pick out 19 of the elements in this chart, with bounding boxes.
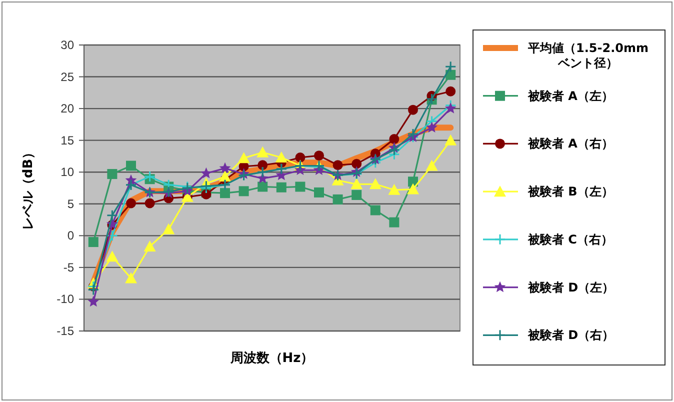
y-tick-label: 30 xyxy=(60,38,74,52)
y-tick-label: -5 xyxy=(63,260,74,274)
y-tick-label: 15 xyxy=(60,133,74,148)
legend-label: 被験者 B（左） xyxy=(527,184,614,199)
legend-label: 被験者 C（右） xyxy=(527,232,613,246)
legend-label: 被験者 D（右） xyxy=(527,328,614,342)
legend-label: 平均値（1.5-2.0mm ベント径） xyxy=(527,41,649,70)
legend-label: 被験者 D（左） xyxy=(527,280,614,294)
x-axis-title: 周波数（Hz） xyxy=(229,351,314,366)
y-tick-label: 20 xyxy=(60,102,74,116)
y-axis-title: レベル（dB） xyxy=(21,146,36,230)
y-tick-label: 0 xyxy=(67,228,74,243)
legend-label: 被験者 A（左） xyxy=(527,88,614,103)
y-tick-label: 5 xyxy=(67,196,74,211)
y-tick-label: -10 xyxy=(56,292,74,306)
y-tick-label: -15 xyxy=(56,324,74,338)
y-tick-label: 25 xyxy=(60,70,74,84)
legend-label: 被験者 A（右） xyxy=(527,136,614,151)
y-tick-label: 10 xyxy=(60,165,74,180)
